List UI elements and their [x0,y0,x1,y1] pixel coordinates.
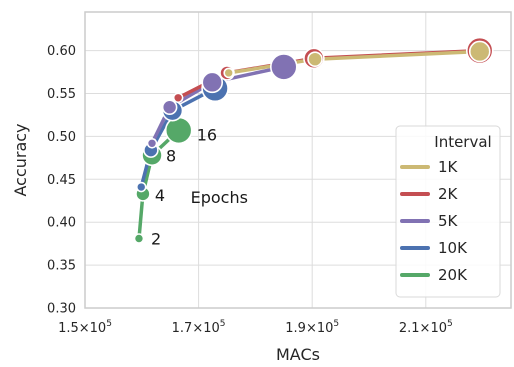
data-point-10K [135,181,147,193]
plot-frame [84,11,512,309]
data-point-2K [172,92,184,104]
x-tick-mantissa: 1.7 [172,321,193,336]
x-tick-base: ×10 [306,321,333,336]
series-line-20K [137,128,181,241]
legend: Interval 1K 2K 5K 10K 20K [395,125,501,298]
legend-label-2K: 2K [438,185,459,203]
y-tick-label: 0.35 [47,259,76,274]
y-tick-labels: 0.30 0.35 0.40 0.45 0.50 0.55 0.60 [47,44,76,316]
annotations: 2 4 8 16 Epochs [151,125,248,248]
x-tick-exponent: 5 [447,319,453,329]
x-tick-mantissa: 2.1 [399,321,420,336]
epochs-annotation: Epochs [191,188,248,207]
x-tick-label: 1.7×105 [172,319,226,336]
y-tick-label: 0.55 [47,87,76,102]
y-axis-title: Accuracy [11,123,30,196]
x-tick-label: 2.1×105 [399,319,453,336]
x-tick-label: 1.5×105 [58,319,112,336]
data-point-1K [468,40,491,63]
epoch-label: 2 [151,230,161,249]
data-point-5K [201,71,224,94]
data-point-20K [133,233,145,244]
data-point-20K [164,116,193,145]
x-tick-exponent: 5 [333,319,339,329]
epoch-label: 8 [166,146,176,165]
legend-label-5K: 5K [438,212,459,230]
x-tick-mantissa: 1.9 [285,321,306,336]
y-tick-label: 0.40 [47,216,76,231]
series-line-5K [150,65,286,146]
series-line-10K [139,86,217,189]
y-tick-label: 0.30 [47,302,76,317]
data-point-5K [146,137,158,149]
epoch-label: 4 [155,186,165,205]
x-tick-labels: 1.5×105 1.7×105 1.9×105 2.1×105 [58,319,453,336]
x-tick-base: ×10 [79,321,106,336]
y-tick-label: 0.45 [47,173,76,188]
series-points [133,36,494,244]
x-tick-exponent: 5 [106,319,112,329]
x-axis-title: MACs [276,345,320,364]
epoch-label: 16 [197,125,217,144]
data-point-5K [269,53,298,81]
legend-label-10K: 10K [438,239,468,257]
data-point-1K [223,67,235,79]
x-tick-exponent: 5 [220,319,226,329]
x-tick-label: 1.9×105 [285,319,339,336]
y-tick-label: 0.50 [47,130,76,145]
y-tick-label: 0.60 [47,44,76,59]
data-point-1K [307,51,323,67]
x-tick-base: ×10 [420,321,447,336]
data-point-5K [161,99,178,116]
x-tick-mantissa: 1.5 [58,321,79,336]
legend-label-1K: 1K [438,158,459,176]
legend-title: Interval [434,133,491,151]
legend-items: 1K 2K 5K 10K 20K [400,158,468,284]
legend-label-20K: 20K [438,266,468,284]
x-tick-base: ×10 [192,321,219,336]
